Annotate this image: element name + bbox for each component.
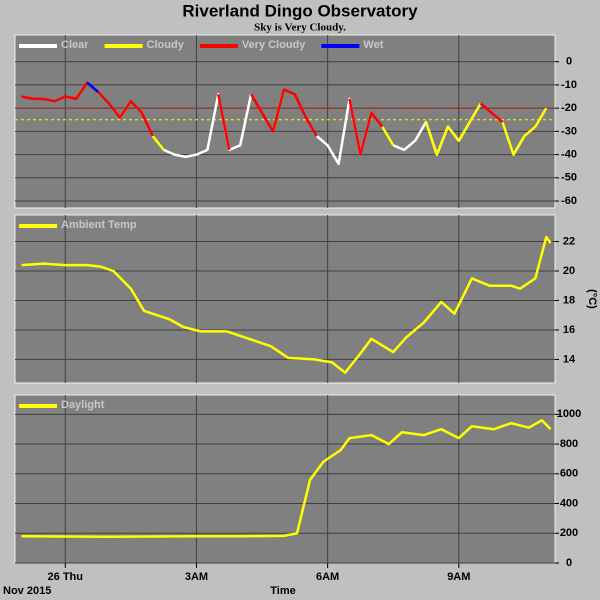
x-tick-label: 6AM — [316, 571, 339, 583]
plot-area — [14, 214, 556, 384]
x-tick-label: 9AM — [447, 571, 470, 583]
legend-label: Wet — [363, 39, 383, 51]
y-tick-label: 1000 — [557, 408, 581, 420]
data-line — [163, 92, 526, 166]
plot-area — [14, 34, 556, 209]
y-tick-label: 14 — [563, 353, 576, 365]
chart-title: Riverland Dingo Observatory — [182, 1, 418, 20]
y-tick-label: 22 — [563, 235, 575, 247]
legend-label: Clear — [61, 39, 89, 51]
legend-label: Ambient Temp — [61, 219, 137, 231]
data-line — [21, 235, 552, 374]
y-tick-label: 0 — [566, 56, 572, 68]
y-tick-label: -60 — [561, 195, 577, 207]
y-tick-label: 18 — [563, 294, 575, 306]
y-tick-label: 600 — [560, 468, 578, 480]
legend-label: Very Cloudy — [242, 39, 306, 51]
y-tick-label: 400 — [560, 497, 578, 509]
y-tick-label: -10 — [561, 79, 577, 91]
x-axis-label: Time — [270, 585, 295, 597]
x-tick-label: 26 Thu — [48, 571, 83, 583]
data-line — [21, 419, 552, 539]
date-label: Nov 2015 — [3, 585, 51, 597]
y-tick-label: 20 — [563, 265, 575, 277]
y-tick-label: 800 — [560, 438, 578, 450]
y-unit: (°C) — [586, 289, 598, 309]
chart-subtitle: Sky is Very Cloudy. — [254, 22, 346, 34]
y-tick-label: -30 — [561, 125, 577, 137]
y-tick-label: -20 — [561, 102, 577, 114]
y-tick-label: -40 — [561, 148, 577, 160]
x-tick-label: 3AM — [185, 571, 208, 583]
legend-label: Cloudy — [147, 39, 185, 51]
y-tick-label: 200 — [560, 527, 578, 539]
y-tick-label: 0 — [566, 557, 572, 569]
data-line — [86, 81, 99, 93]
y-tick-label: 16 — [563, 324, 575, 336]
y-tick-label: -50 — [561, 172, 577, 184]
legend-label: Daylight — [61, 399, 105, 411]
